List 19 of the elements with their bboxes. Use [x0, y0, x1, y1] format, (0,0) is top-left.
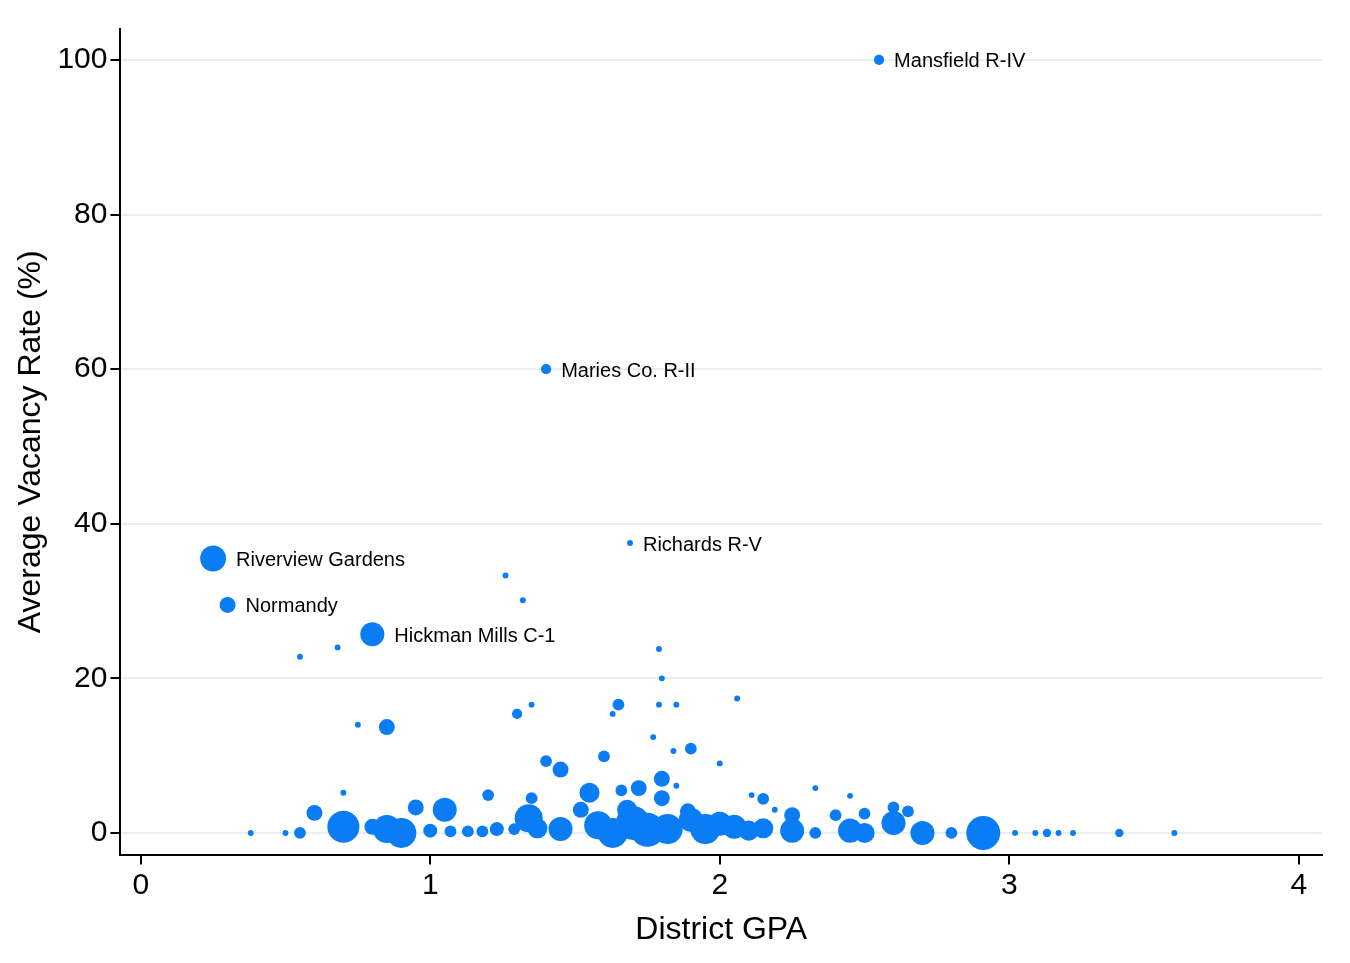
annotation: Hickman Mills C-1	[394, 623, 556, 646]
y-tick-label: 0	[90, 814, 108, 848]
y-tick-label: 40	[74, 505, 108, 539]
x-axis-title: District GPA	[635, 909, 808, 946]
y-tick-label: 80	[74, 195, 108, 229]
x-tick-label: 0	[132, 866, 150, 900]
annotation: Mansfield R-IV	[894, 49, 1026, 72]
y-tick-label: 20	[74, 659, 108, 693]
y-tick-label: 100	[57, 41, 108, 75]
y-axis-title: Average Vacancy Rate (%)	[11, 250, 48, 634]
x-tick-label: 1	[421, 866, 439, 900]
annotation: Normandy	[245, 594, 338, 617]
annotation: Riverview Gardens	[236, 548, 405, 571]
x-tick-label: 4	[1290, 866, 1308, 900]
annotation: Richards R-V	[642, 532, 763, 555]
y-tick-label: 60	[74, 350, 108, 384]
x-tick-label: 3	[1000, 866, 1018, 900]
x-tick-label: 2	[711, 866, 729, 900]
annotation: Maries Co. R-II	[561, 358, 696, 381]
